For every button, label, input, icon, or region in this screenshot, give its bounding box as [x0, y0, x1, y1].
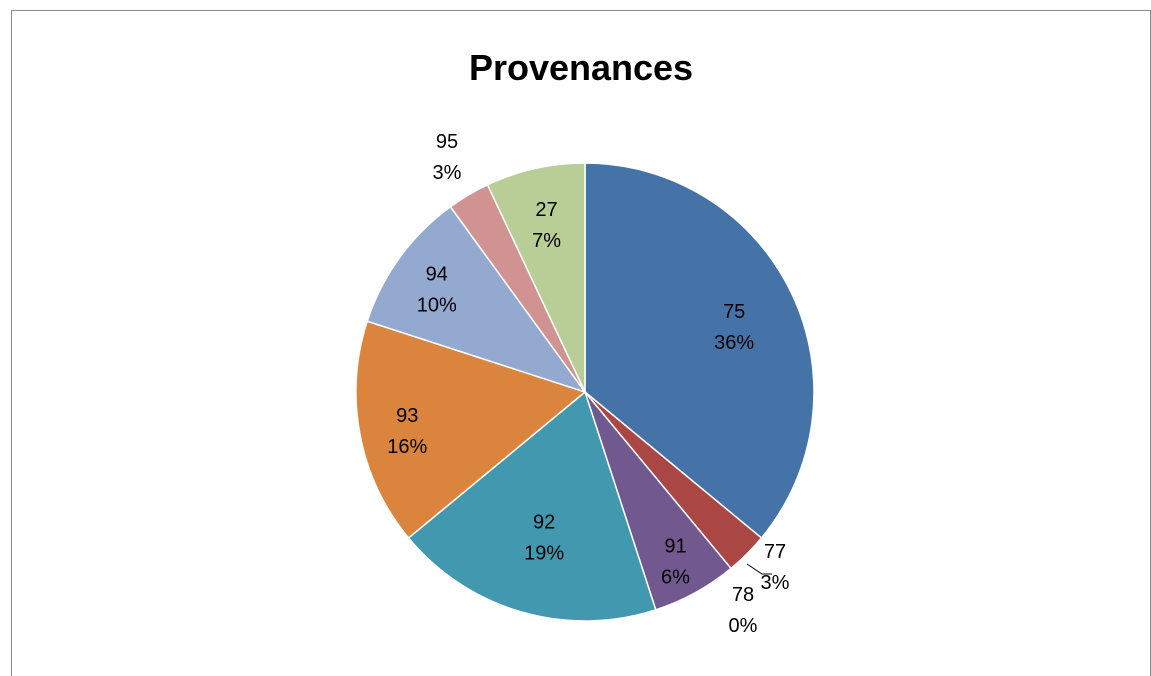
- leader-line-77: [746, 563, 772, 575]
- data-label-92: 92 19%: [524, 512, 564, 565]
- data-label-75: 75 36%: [714, 301, 754, 354]
- pie-slice-75: [584, 162, 815, 540]
- pie-slice-92: [407, 390, 657, 622]
- data-label-77: 77 3%: [761, 541, 790, 594]
- data-label-27: 27 7%: [532, 199, 561, 252]
- data-label-91: 91 6%: [661, 536, 690, 589]
- pie-slice-94: [366, 205, 587, 394]
- data-label-93: 93 16%: [387, 405, 427, 458]
- chart-title: Provenances: [468, 47, 694, 88]
- pie-slice-93: [355, 320, 587, 540]
- data-label-94: 94 10%: [417, 263, 457, 316]
- data-label-78: 78 0%: [729, 584, 758, 637]
- data-label-95: 95 3%: [433, 131, 462, 184]
- pie-slice-27: [486, 162, 586, 393]
